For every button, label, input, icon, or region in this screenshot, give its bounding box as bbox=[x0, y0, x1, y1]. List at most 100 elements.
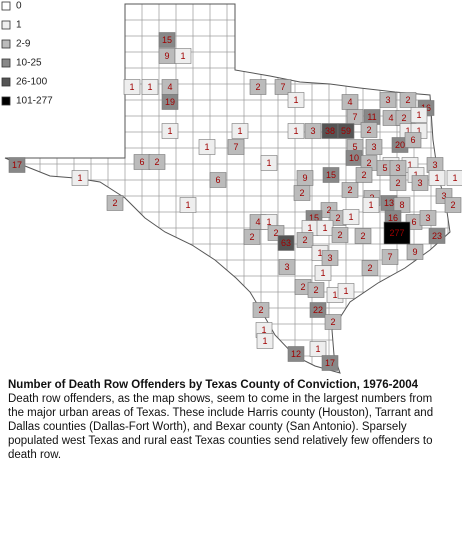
county bbox=[321, 355, 339, 371]
county-count: 2 bbox=[337, 230, 342, 240]
county-count: 38 bbox=[325, 126, 335, 136]
county-count: 1 bbox=[185, 200, 190, 210]
county-count: 7 bbox=[387, 252, 392, 262]
county bbox=[161, 123, 179, 139]
county bbox=[337, 123, 355, 139]
county-count: 2 bbox=[273, 228, 278, 238]
county-count: 1 bbox=[322, 223, 327, 233]
county bbox=[71, 170, 89, 186]
county-count: 1 bbox=[204, 142, 209, 152]
county-count: 3 bbox=[284, 262, 289, 272]
county-count: 1 bbox=[307, 223, 312, 233]
county bbox=[411, 175, 429, 191]
county-count: 17 bbox=[325, 358, 335, 368]
county bbox=[179, 197, 197, 213]
county-count: 9 bbox=[302, 173, 307, 183]
county-count: 3 bbox=[327, 253, 332, 263]
county bbox=[209, 172, 227, 188]
county-count: 9 bbox=[412, 247, 417, 257]
caption-title: Number of Death Row Offenders by Texas C… bbox=[8, 379, 419, 391]
county-count: 2 bbox=[335, 213, 340, 223]
county-count: 1 bbox=[129, 82, 134, 92]
county-count: 2 bbox=[299, 188, 304, 198]
county-count: 2 bbox=[450, 200, 455, 210]
county-count: 1 bbox=[348, 212, 353, 222]
county-count: 7 bbox=[280, 82, 285, 92]
county-count: 1 bbox=[407, 160, 412, 170]
legend: 0 1 2-9 10-25 26-100 101-277 bbox=[1, 1, 53, 107]
county bbox=[404, 132, 422, 148]
county-count: 1 bbox=[315, 344, 320, 354]
county bbox=[287, 123, 305, 139]
county-count: 2 bbox=[112, 198, 117, 208]
county-count: 1 bbox=[317, 248, 322, 258]
county-count: 1 bbox=[416, 126, 421, 136]
county bbox=[174, 48, 192, 64]
county bbox=[231, 123, 249, 139]
county bbox=[309, 341, 327, 357]
county-count: 4 bbox=[167, 82, 172, 92]
county-count: 1 bbox=[452, 173, 457, 183]
county bbox=[256, 333, 274, 349]
county bbox=[304, 123, 322, 139]
county-count: 2 bbox=[405, 95, 410, 105]
county-count: 3 bbox=[417, 178, 422, 188]
county bbox=[355, 167, 373, 183]
county-count: 11 bbox=[367, 112, 376, 122]
county bbox=[274, 79, 292, 95]
county-count: 3 bbox=[441, 191, 446, 201]
county bbox=[393, 197, 411, 213]
county bbox=[383, 221, 411, 245]
county bbox=[428, 170, 446, 186]
legend-label: 10-25 bbox=[16, 58, 42, 69]
county bbox=[444, 197, 462, 213]
county-count: 1 bbox=[261, 325, 266, 335]
county-count: 1 bbox=[343, 286, 348, 296]
county bbox=[322, 167, 340, 183]
county-count: 1 bbox=[77, 173, 82, 183]
county-count: 4 bbox=[388, 113, 393, 123]
legend-swatch bbox=[1, 1, 11, 11]
county bbox=[123, 79, 141, 95]
county-count: 1 bbox=[262, 336, 267, 346]
county bbox=[365, 139, 383, 155]
legend-swatch bbox=[1, 39, 11, 49]
county-count: 3 bbox=[371, 142, 376, 152]
county-count: 2 bbox=[302, 235, 307, 245]
legend-label: 2-9 bbox=[16, 39, 31, 50]
county-count: 7 bbox=[352, 112, 357, 122]
county-count: 2 bbox=[367, 263, 372, 273]
legend-label: 0 bbox=[16, 1, 22, 12]
county-count: 6 bbox=[411, 217, 416, 227]
county bbox=[399, 92, 417, 108]
county-count: 2 bbox=[347, 185, 352, 195]
caption-text: Death row offenders, as the map shows, s… bbox=[8, 393, 434, 461]
county bbox=[158, 32, 176, 48]
county-count: 2 bbox=[255, 82, 260, 92]
legend-label: 1 bbox=[16, 20, 22, 31]
county-count: 1 bbox=[237, 126, 242, 136]
county-count: 10 bbox=[349, 153, 359, 163]
county-count: 3 bbox=[310, 126, 315, 136]
county bbox=[419, 210, 437, 226]
county bbox=[331, 227, 349, 243]
county bbox=[446, 170, 462, 186]
county-count: 1 bbox=[416, 110, 421, 120]
county-count: 5 bbox=[352, 142, 357, 152]
county-count: 22 bbox=[313, 305, 323, 315]
county bbox=[106, 195, 124, 211]
county-count: 7 bbox=[233, 142, 238, 152]
county-count: 15 bbox=[309, 213, 319, 223]
county-count: 1 bbox=[413, 170, 418, 180]
county bbox=[428, 228, 446, 244]
county bbox=[379, 92, 397, 108]
county-count: 1 bbox=[180, 51, 185, 61]
county bbox=[249, 79, 267, 95]
county-count: 1 bbox=[332, 290, 337, 300]
county-count: 1 bbox=[167, 126, 172, 136]
county-count: 12 bbox=[291, 349, 301, 359]
county-count: 8 bbox=[399, 200, 404, 210]
county bbox=[148, 154, 166, 170]
county-count: 277 bbox=[389, 228, 404, 238]
county-count: 2 bbox=[249, 232, 254, 242]
